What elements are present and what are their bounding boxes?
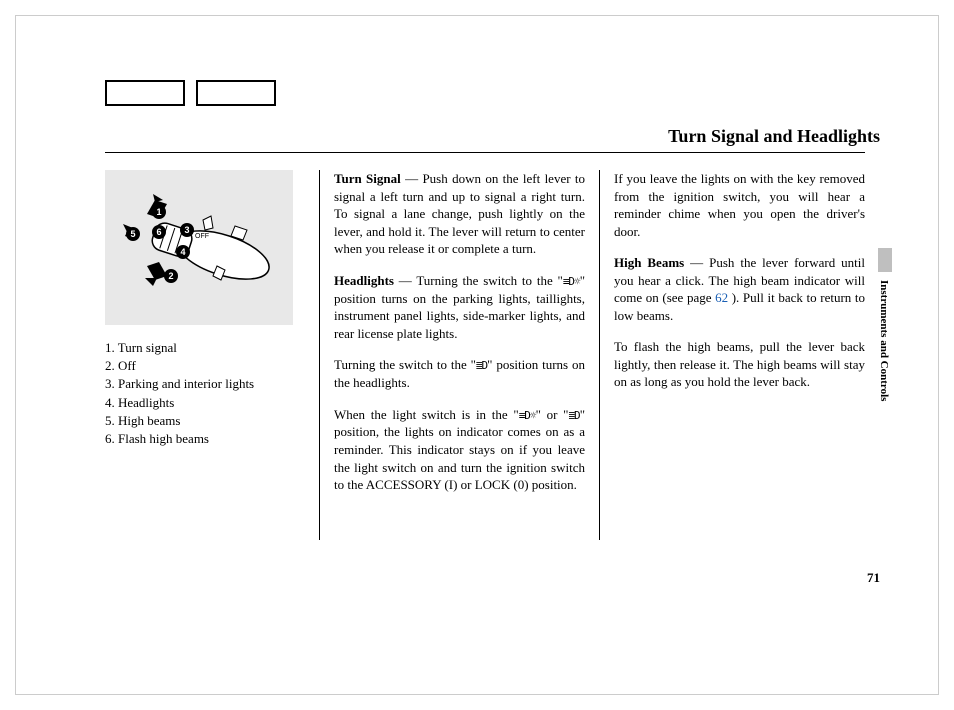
legend-item: 5. High beams — [105, 412, 305, 430]
paragraph-turn-signal: Turn Signal — Push down on the left leve… — [334, 170, 585, 258]
paragraph-headlights: Headlights — Turning the switch to the "… — [334, 272, 585, 342]
off-label: OFF — [195, 233, 209, 240]
headlights-icon: ≣D — [476, 359, 487, 374]
column-rule-2 — [599, 170, 600, 540]
lever-svg: OFF — [105, 170, 293, 325]
header-box-1[interactable] — [105, 80, 185, 106]
parking-lights-icon: ≡D☼ — [563, 275, 580, 290]
paragraph-chime: If you leave the lights on with the key … — [614, 170, 865, 240]
legend-item: 6. Flash high beams — [105, 430, 305, 448]
svg-text:2: 2 — [168, 271, 173, 281]
svg-text:1: 1 — [156, 207, 161, 217]
header-box-2[interactable] — [196, 80, 276, 106]
svg-text:6: 6 — [156, 227, 161, 237]
svg-text:4: 4 — [180, 247, 185, 257]
svg-text:5: 5 — [130, 229, 135, 239]
body-text: — Turning the switch to the " — [399, 273, 563, 288]
paragraph-high-beams: High Beams — Push the lever forward unti… — [614, 254, 865, 324]
body-text: " or " — [536, 407, 569, 422]
legend-item: 1. Turn signal — [105, 339, 305, 357]
heading-turn-signal: Turn Signal — [334, 171, 401, 186]
header-button-group — [105, 80, 284, 110]
legend-item: 4. Headlights — [105, 394, 305, 412]
column-rule-1 — [319, 170, 320, 540]
paragraph-headlight-on: Turning the switch to the "≣D" position … — [334, 356, 585, 391]
heading-headlights: Headlights — [334, 273, 394, 288]
page-title: Turn Signal and Headlights — [668, 126, 880, 147]
page-number: 71 — [867, 570, 880, 586]
parking-lights-icon: ≡D☼ — [519, 409, 536, 424]
section-label: Instruments and Controls — [878, 280, 890, 401]
page-link-62[interactable]: 62 — [715, 290, 728, 305]
lever-diagram: OFF — [105, 170, 293, 325]
svg-text:3: 3 — [184, 225, 189, 235]
paragraph-flash: To flash the high beams, pull the lever … — [614, 338, 865, 391]
legend-item: 3. Parking and interior lights — [105, 375, 305, 393]
title-rule — [105, 152, 865, 153]
headlights-icon: ≣D — [568, 409, 579, 424]
diagram-legend: 1. Turn signal 2. Off 3. Parking and int… — [105, 339, 305, 448]
content-columns: OFF — [105, 170, 865, 540]
text-column-1: Turn Signal — Push down on the left leve… — [334, 170, 585, 540]
body-text: Turning the switch to the " — [334, 357, 476, 372]
paragraph-indicator: When the light switch is in the "≡D☼" or… — [334, 406, 585, 494]
side-margin: Instruments and Controls — [878, 248, 892, 401]
legend-item: 2. Off — [105, 357, 305, 375]
section-tab — [878, 248, 892, 272]
text-column-2: If you leave the lights on with the key … — [614, 170, 865, 540]
body-text: When the light switch is in the " — [334, 407, 519, 422]
heading-high-beams: High Beams — [614, 255, 684, 270]
diagram-column: OFF — [105, 170, 305, 540]
